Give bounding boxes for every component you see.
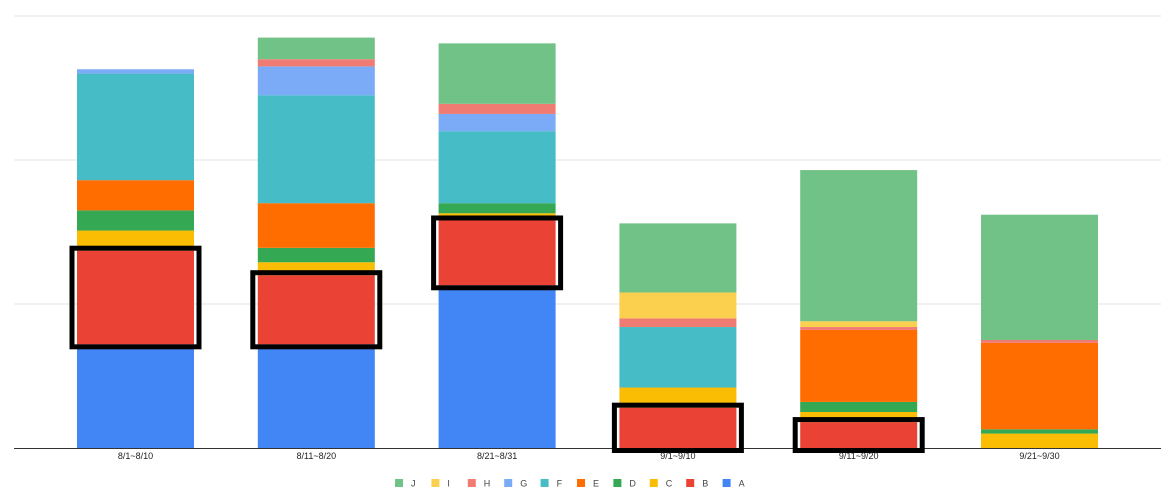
legend-swatch-F (540, 479, 549, 487)
legend-swatch-E (577, 479, 585, 487)
legend-label-F: F (557, 479, 563, 489)
gridlines (14, 15, 1161, 305)
highlight-box-4 (792, 417, 925, 453)
bar-D-2 (438, 203, 556, 214)
bar-C-5 (981, 433, 1098, 448)
bar-I-3 (619, 292, 737, 319)
legend-swatch-C (649, 479, 658, 487)
highlight-boxes (69, 215, 925, 453)
legend-label-I: I (447, 479, 450, 489)
legend-swatch-G (504, 479, 513, 487)
bar-J-5 (981, 214, 1098, 340)
legend-swatch-J (395, 479, 403, 487)
legend-swatch-H (467, 479, 476, 487)
highlight-box-2 (431, 215, 564, 291)
bar-J-1 (257, 37, 375, 60)
bar-segments (77, 37, 1098, 448)
legend-label-E: E (593, 479, 599, 489)
x-tick-label: 9/1~9/10 (660, 451, 695, 461)
bar-H-2 (438, 103, 556, 114)
bar-F-1 (257, 95, 375, 204)
bar-B-2 (438, 220, 556, 286)
legend-label-B: B (702, 479, 708, 489)
bar-D-5 (981, 429, 1098, 434)
legend-swatch-I (431, 479, 440, 487)
bar-A-1 (257, 344, 375, 448)
bar-G-2 (438, 113, 556, 132)
bar-B-0 (77, 250, 194, 345)
bar-B-1 (257, 275, 375, 345)
bar-F-3 (619, 327, 737, 388)
legend-label-C: C (666, 479, 673, 489)
bar-H-3 (619, 318, 737, 328)
x-tick-label: 8/1~8/10 (118, 451, 153, 461)
highlight-box-3 (611, 402, 744, 453)
bar-J-4 (800, 170, 918, 322)
bar-E-4 (800, 329, 918, 402)
bar-C-3 (619, 387, 737, 408)
x-tick-label: 9/21~9/30 (1019, 451, 1059, 461)
bar-E-0 (77, 180, 194, 211)
bar-A-0 (77, 344, 194, 448)
bar-F-2 (438, 131, 556, 204)
legend-label-H: H (484, 479, 491, 489)
bar-E-5 (981, 342, 1098, 430)
bar-F-0 (77, 73, 194, 181)
bar-H-1 (257, 59, 375, 67)
bar-B-3 (619, 407, 737, 448)
bar-H-5 (981, 340, 1098, 343)
bar-C-4 (800, 412, 918, 423)
bar-J-3 (619, 223, 737, 293)
x-tick-label: 8/21~8/31 (477, 451, 517, 461)
bar-D-0 (77, 210, 194, 231)
legend-label-J: J (411, 479, 416, 489)
bar-G-0 (77, 69, 194, 74)
bar-A-2 (438, 285, 556, 448)
bar-C-0 (77, 230, 194, 251)
bar-J-2 (438, 43, 556, 104)
bar-G-1 (257, 66, 375, 96)
x-tick-label: 9/11~9/20 (839, 451, 879, 461)
highlight-box-0 (69, 245, 202, 350)
legend-label-G: G (520, 479, 527, 489)
x-tick-label: 8/11~8/20 (296, 451, 336, 461)
x-tick-labels: 8/1~8/10 8/11~8/20 8/21~8/31 9/1~9/10 9/11~9… (118, 451, 1060, 461)
legend-swatch-B (686, 479, 695, 487)
legend-label-D: D (629, 479, 636, 489)
bar-H-4 (800, 327, 918, 330)
legend-swatch-A (722, 479, 731, 487)
bar-E-1 (257, 203, 375, 248)
bar-D-1 (257, 247, 375, 263)
bar-I-4 (800, 321, 918, 328)
legend-label-A: A (739, 479, 745, 489)
bar-B-4 (800, 422, 918, 448)
legend-swatch-D (613, 479, 622, 487)
bar-D-4 (800, 401, 918, 412)
highlight-box-1 (250, 270, 383, 350)
